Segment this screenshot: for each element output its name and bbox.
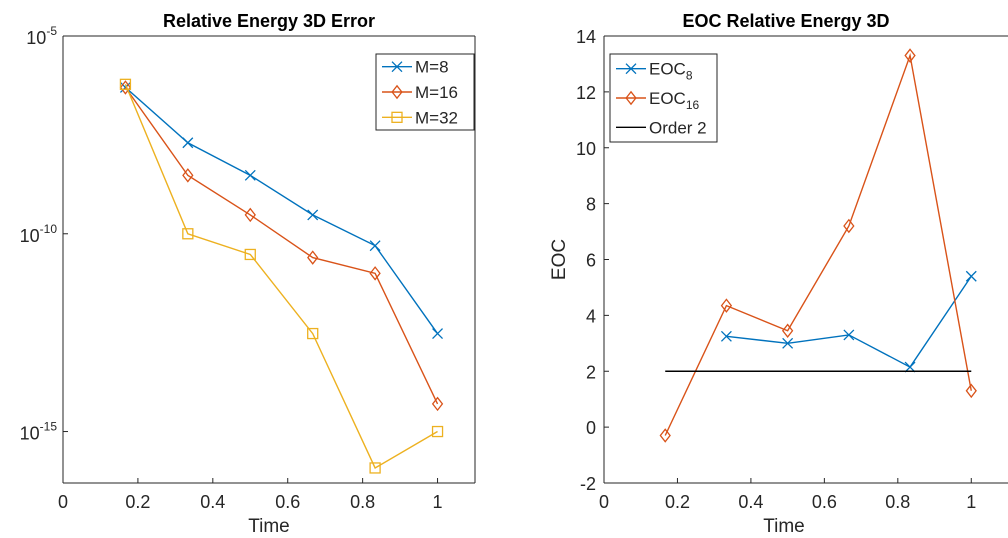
legend-label: M=16 bbox=[415, 83, 458, 102]
data-point bbox=[369, 266, 381, 281]
x-tick-label: 0.4 bbox=[200, 492, 225, 512]
data-point bbox=[431, 425, 444, 438]
data-point bbox=[965, 270, 977, 282]
series-0 bbox=[119, 82, 444, 340]
data-point bbox=[307, 327, 319, 340]
data-point bbox=[119, 78, 132, 90]
series-line bbox=[124, 84, 438, 469]
data-point bbox=[843, 329, 855, 341]
y-tick-label: 8 bbox=[586, 195, 596, 215]
x-tick-label: 0.6 bbox=[275, 492, 300, 512]
series-1 bbox=[659, 48, 977, 443]
y-tick-label: 10-10 bbox=[20, 222, 58, 246]
data-point bbox=[782, 337, 794, 349]
axes: 0 0.2 0.4 0.6 0.8 1 10-15 10-10 10-5 bbox=[20, 24, 476, 512]
series-line bbox=[124, 86, 439, 334]
x-tick-label: 0.4 bbox=[738, 492, 763, 512]
series-line bbox=[664, 52, 972, 436]
data-point bbox=[119, 80, 132, 95]
y-tick-label: 0 bbox=[586, 418, 596, 438]
x-tick-label: 0.8 bbox=[350, 492, 375, 512]
x-tick-label: 0 bbox=[58, 492, 68, 512]
series-1 bbox=[119, 80, 444, 412]
data-point bbox=[182, 168, 194, 183]
y-axis-label: EOC bbox=[549, 239, 570, 280]
chart-relative-energy-error: 0 0.2 0.4 0.6 0.8 1 10-15 10-10 10-5 Relative Ene… bbox=[20, 11, 476, 537]
data-point bbox=[432, 328, 444, 340]
y-tick-label: 10 bbox=[576, 139, 596, 159]
y-tick-label: 6 bbox=[586, 251, 596, 271]
y-tick-label: -2 bbox=[580, 474, 596, 494]
data-point bbox=[182, 228, 194, 240]
legend: M=8 M=16 M=32 bbox=[375, 53, 475, 131]
x-tick-label: 0.2 bbox=[125, 492, 150, 512]
legend-marker bbox=[391, 84, 403, 100]
y-tick-label: 10-15 bbox=[20, 420, 58, 444]
series-2 bbox=[119, 78, 444, 474]
x-tick-label: 0.2 bbox=[665, 492, 690, 512]
data-point bbox=[781, 323, 794, 338]
y-tick-label: 14 bbox=[576, 27, 596, 47]
data-point bbox=[843, 218, 855, 234]
data-point bbox=[904, 361, 916, 373]
data-point bbox=[244, 207, 256, 223]
data-point bbox=[720, 330, 732, 342]
x-tick-label: 0.6 bbox=[812, 492, 837, 512]
data-point bbox=[307, 250, 319, 265]
legend: EOC8 EOC16 Order 2 bbox=[609, 53, 718, 143]
legend-label: M=32 bbox=[415, 108, 458, 127]
legend-label: Order 2 bbox=[649, 118, 707, 137]
legend-marker bbox=[625, 63, 637, 75]
legend-marker bbox=[625, 90, 637, 106]
y-tick-label: 12 bbox=[576, 83, 596, 103]
y-tick-label: 2 bbox=[586, 362, 596, 382]
legend-label: EOC8 bbox=[649, 60, 693, 83]
data-point bbox=[659, 428, 671, 443]
data-point bbox=[431, 396, 444, 412]
data-point bbox=[904, 48, 916, 63]
series-line bbox=[124, 87, 439, 405]
data-point bbox=[369, 462, 381, 474]
data-point bbox=[720, 298, 733, 313]
x-axis-label: Time bbox=[763, 516, 805, 537]
data-point bbox=[369, 240, 381, 252]
data-point bbox=[244, 248, 256, 261]
data-point bbox=[307, 209, 319, 221]
data-point bbox=[965, 383, 977, 399]
legend-marker bbox=[391, 111, 403, 123]
y-tick-label: 4 bbox=[586, 306, 596, 326]
x-tick-label: 0.8 bbox=[885, 492, 910, 512]
data-point bbox=[182, 137, 194, 149]
data-point bbox=[244, 169, 256, 181]
chart-title: EOC Relative Energy 3D bbox=[682, 11, 889, 31]
x-axis-label: Time bbox=[248, 516, 290, 537]
y-tick-label: 10-5 bbox=[26, 24, 57, 48]
legend-label: EOC16 bbox=[649, 89, 700, 112]
chart-title: Relative Energy 3D Error bbox=[163, 11, 375, 31]
series-0 bbox=[720, 270, 977, 373]
x-tick-label: 1 bbox=[966, 492, 976, 512]
legend-label: M=8 bbox=[415, 58, 449, 77]
x-tick-label: 0 bbox=[599, 492, 609, 512]
x-tick-label: 1 bbox=[433, 492, 443, 512]
legend-marker bbox=[391, 61, 403, 73]
